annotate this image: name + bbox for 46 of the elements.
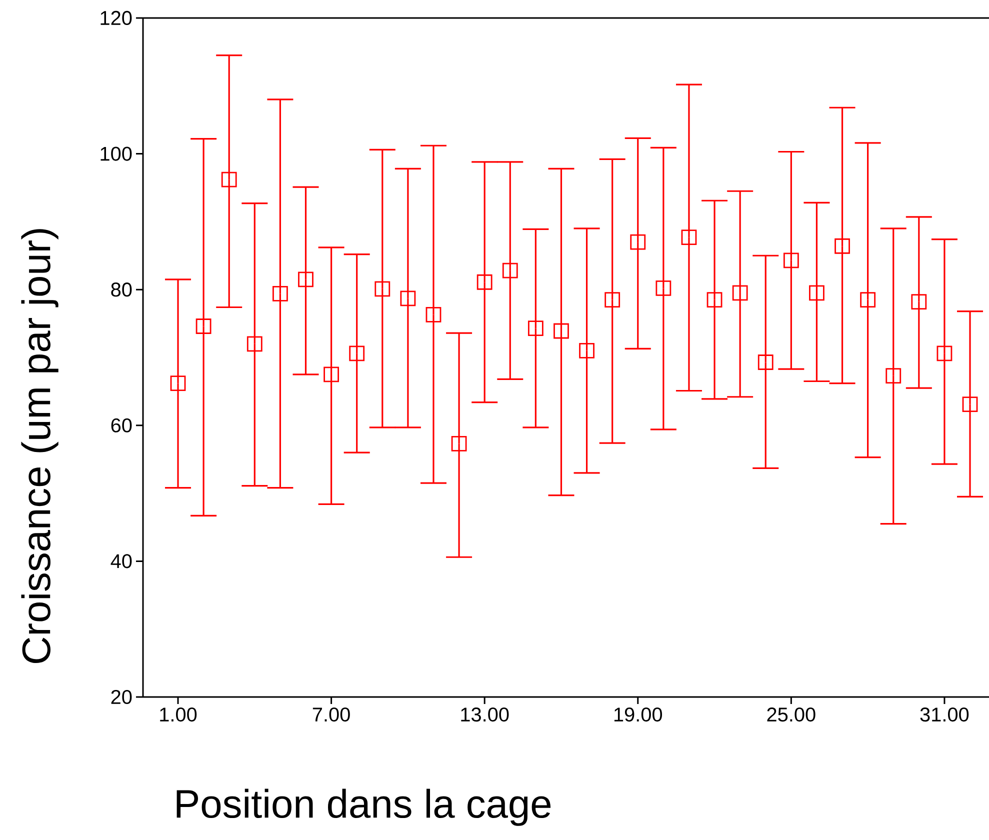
point (886, 368, 902, 384)
point (221, 172, 237, 188)
point (579, 342, 594, 358)
point (860, 292, 876, 308)
point (246, 336, 262, 352)
point (962, 396, 978, 412)
point (656, 280, 672, 296)
point (809, 285, 824, 301)
point (426, 307, 442, 322)
y-tick-label: 40 (110, 554, 132, 568)
point (604, 292, 620, 308)
point (196, 318, 212, 334)
point (476, 274, 492, 290)
x-tick-label: 25.00 (767, 708, 816, 722)
x-tick-label: 31.00 (920, 708, 969, 722)
point (911, 294, 927, 310)
point (324, 366, 339, 382)
x-tick-label: 19.00 (614, 708, 662, 722)
y-axis-title: Croissance (um par jour) (21, 229, 58, 663)
point (630, 234, 646, 250)
y-tick-label: 120 (100, 10, 132, 26)
point (170, 376, 186, 391)
point (936, 346, 952, 362)
point (374, 281, 390, 297)
point (681, 230, 697, 246)
y-tick-label: 80 (111, 282, 132, 297)
x-tick-label: 1.00 (160, 708, 197, 722)
point (400, 290, 416, 306)
y-tick-label: 60 (111, 418, 132, 432)
point (834, 238, 850, 254)
point (783, 252, 799, 268)
point (502, 262, 518, 278)
point (528, 320, 544, 336)
point (272, 286, 288, 302)
point (451, 436, 467, 452)
x-tick-label: 7.00 (312, 708, 350, 722)
point (758, 354, 774, 370)
point (554, 323, 569, 339)
x-axis-title: Position dans la cage (176, 788, 551, 826)
point (298, 272, 314, 288)
point (732, 285, 748, 301)
y-tick-label: 20 (111, 690, 132, 704)
x-tick-label: 13.00 (461, 708, 509, 722)
y-tick-label: 100 (100, 146, 132, 161)
point (706, 292, 722, 308)
point (349, 346, 365, 362)
